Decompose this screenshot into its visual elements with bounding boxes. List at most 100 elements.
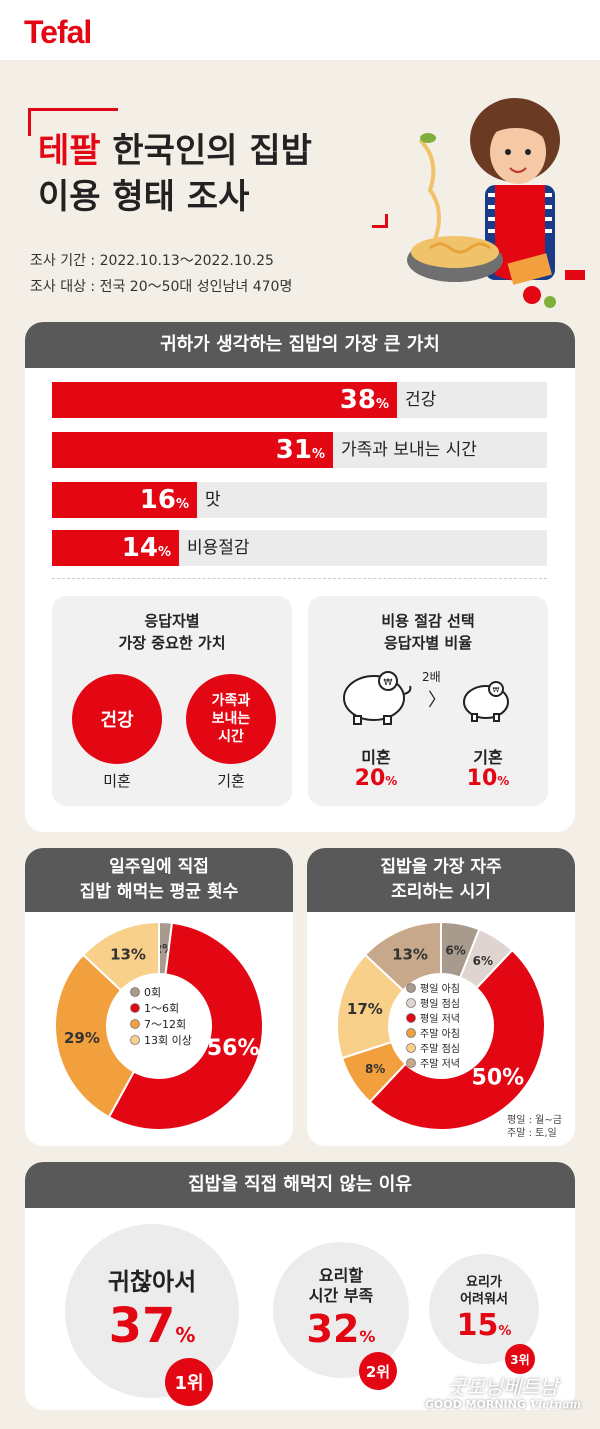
bar-value-label: 38% (339, 385, 389, 415)
reason-2-label-line2: 시간 부족 (308, 1286, 374, 1305)
watermark: 굿모닝베트남 GOOD MORNING Vietnam (418, 1376, 588, 1411)
donut-slice (107, 921, 264, 1131)
watermark-text: GOOD MORNING Vietnam (418, 1398, 588, 1411)
survey-target: 조사 대상 : 전국 20～50대 성인남녀 470명 (30, 279, 293, 295)
family-circle-line2: 보내는 (211, 711, 251, 727)
donut-value-label: 17% (347, 1000, 383, 1018)
ratio-label: 2배 (422, 670, 441, 684)
reason-3-unit: % (498, 1324, 512, 1339)
weekday-weekend-note: 평일 : 월~금 주말 : 토,일 (507, 1114, 562, 1140)
piggy-bank-small-icon: ₩ (463, 681, 509, 722)
married-cost-unit: % (497, 774, 510, 788)
reason-3-label: 요리가 어려워서 (429, 1274, 539, 1308)
rank-3-badge: 3위 (505, 1344, 535, 1374)
health-circle: 건강 (72, 674, 162, 764)
bar-row: 14% 비용절감 (52, 530, 547, 566)
watermark-script: 굿모닝베트남 (447, 1375, 559, 1399)
title-corner-top (28, 108, 118, 136)
frequency-heading-line1: 일주일에 직접 (109, 857, 209, 877)
legend-swatch (406, 1028, 416, 1038)
subbox-important-value: 응답자별 가장 중요한 가치 건강 가족과 보내는 시간 미혼 기혼 (52, 596, 292, 806)
donut-slice (368, 948, 546, 1131)
single-label: 미혼 (103, 772, 131, 790)
reason-2-number: 32 (306, 1307, 360, 1351)
reason-2-value: 32% (273, 1306, 409, 1360)
reason-1-number: 37 (108, 1298, 176, 1354)
donut-value-label: 50% (472, 1065, 525, 1090)
reason-1-unit: % (175, 1323, 196, 1347)
donut-value-label: 56% (207, 1036, 260, 1061)
timing-card: 집밥을 가장 자주 조리하는 시기 6% 6% 50% 8% 17% 13% 평일 아침 평일… (307, 848, 575, 1146)
watermark-text1: GOOD MORNING (424, 1398, 526, 1411)
married-label: 기혼 (217, 772, 245, 790)
bar-value-label: 31% (275, 435, 325, 465)
rank-1-badge: 1위 (165, 1358, 213, 1406)
legend-label: 주말 저녁 (420, 1058, 460, 1070)
survey-period: 조사 기간 : 2022.10.13～2022.10.25 (30, 253, 274, 269)
single-cost-number: 20 (354, 766, 386, 791)
legend-label: 주말 아침 (420, 1028, 460, 1040)
reason-card-heading: 집밥을 직접 해먹지 않는 이유 (25, 1162, 575, 1208)
brand-header: Tefal (0, 0, 600, 60)
timing-card-heading: 집밥을 가장 자주 조리하는 시기 (307, 848, 575, 912)
married-cost-label: 기혼 (473, 748, 503, 767)
legend-swatch (406, 1043, 416, 1053)
piggy-bank-large-icon: ₩ (343, 671, 412, 725)
subbox-left-title-line2: 가장 중요한 가치 (118, 634, 226, 652)
legend-swatch (406, 1058, 416, 1068)
donut-slice (81, 920, 160, 992)
legend-swatch (406, 998, 416, 1008)
subbox-right-title-line2: 응답자별 비율 (383, 634, 473, 652)
frequency-card-heading: 일주일에 직접 집밥 해먹는 평균 횟수 (25, 848, 293, 912)
bar-row: 31% 가족과 보내는 시간 (52, 432, 547, 468)
legend-label: 13회 이상 (144, 1034, 192, 1047)
donut-value-label: 8% (365, 1062, 385, 1076)
married-cost-value: 10% (448, 766, 528, 791)
donut-value-label: 6% (473, 954, 493, 968)
svg-text:₩: ₩ (493, 686, 500, 694)
legend-swatch (130, 1035, 140, 1045)
subbox-right-title-line1: 비용 절감 선택 (381, 612, 475, 630)
single-cost-value: 20% (336, 766, 416, 791)
family-time-circle: 가족과 보내는 시간 (186, 674, 276, 764)
donut-value-label: 6% (445, 943, 465, 957)
tefal-logo[interactable]: Tefal (24, 14, 92, 50)
family-circle-line3: 시간 (218, 729, 244, 745)
cooking-woman-illustration (407, 98, 585, 308)
subbox-right-title: 비용 절감 선택 응답자별 비율 (308, 610, 548, 654)
frequency-heading-line2: 집밥 해먹는 평균 횟수 (79, 882, 239, 902)
donut-slice (54, 953, 136, 1119)
reason-3-value: 15% (429, 1308, 539, 1350)
reason-1-label: 귀찮아서 (107, 1268, 197, 1296)
reason-3-number: 15 (456, 1308, 499, 1343)
reason-card: 집밥을 직접 해먹지 않는 이유 귀찮아서 37% 1위 요리할 시간 부족 3… (25, 1162, 575, 1410)
bar-category-label: 맛 (205, 490, 221, 510)
title-corner-bottom (372, 214, 388, 228)
legend-label: 평일 아침 (420, 983, 460, 995)
weekend-note: 주말 : 토,일 (507, 1128, 557, 1139)
timing-heading-line2: 조리하는 시기 (391, 882, 491, 902)
subbox-left-title-line1: 응답자별 (144, 612, 200, 630)
weekday-note: 평일 : 월~금 (507, 1115, 562, 1126)
reason-2-unit: % (359, 1327, 376, 1346)
bar-category-label: 비용절감 (187, 538, 250, 558)
ratio-arrow-icon: 〉 (428, 690, 446, 711)
reason-3-label-line1: 요리가 (466, 1275, 502, 1290)
reason-2-label: 요리할 시간 부족 (273, 1266, 409, 1306)
legend-swatch (130, 1019, 140, 1029)
reason-2-circle: 요리할 시간 부족 32% (273, 1242, 409, 1378)
bar-value-label: 14% (121, 533, 171, 563)
title-line1: 한국인의 집밥 (112, 131, 312, 171)
bar (52, 530, 179, 566)
title-line2: 이용 형태 조사 (38, 177, 250, 217)
subbox-cost-saving: 비용 절감 선택 응답자별 비율 ₩ 2배 〉 ₩ 미혼 20% 기혼 10% (308, 596, 548, 806)
reason-3-circle: 요리가 어려워서 15% (429, 1254, 539, 1364)
legend-label: 7～12회 (144, 1018, 186, 1031)
single-cost-unit: % (385, 774, 398, 788)
legend-label: 평일 점심 (420, 998, 460, 1010)
frequency-card: 일주일에 직접 집밥 해먹는 평균 횟수 2% 56% 29% 13% 0회 1～6회 7～… (25, 848, 293, 1146)
married-cost-number: 10 (466, 766, 498, 791)
legend-swatch (406, 1013, 416, 1023)
bar (52, 432, 333, 468)
